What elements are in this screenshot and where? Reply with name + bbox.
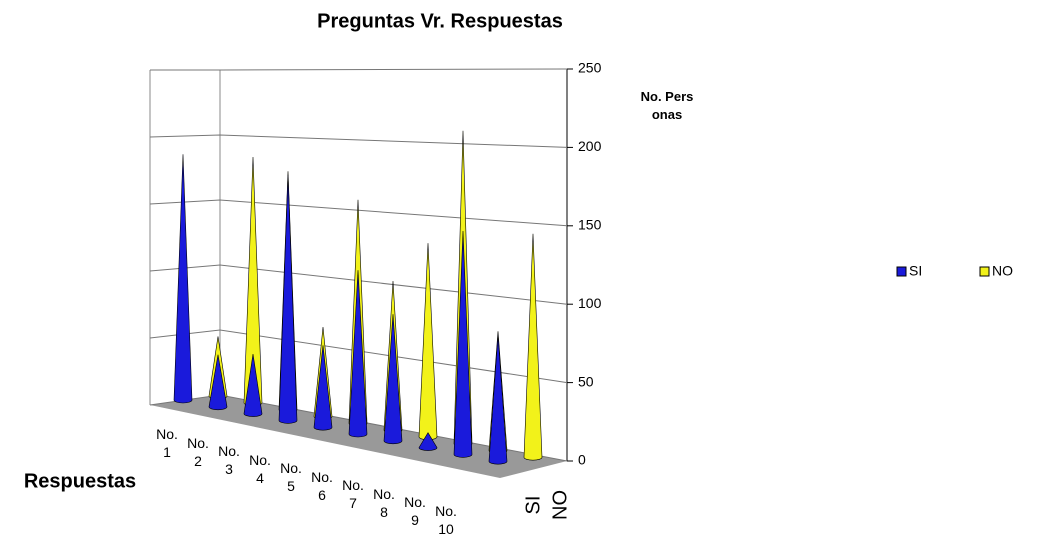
x-tick-label: No. 5 [280,460,302,494]
cone [278,174,298,424]
cone [208,354,228,411]
grid-line [150,68,568,71]
x-tick-label: No. 7 [342,477,364,511]
grid-line [149,199,568,227]
y-tick-label: 100 [578,295,602,311]
legend-label: NO [992,263,1013,279]
grid-line [149,134,568,148]
cone [523,233,543,461]
cone [383,314,403,445]
y-tick-label: 250 [578,60,602,76]
depth-label: SI [522,496,544,515]
x-axis-title: Respuestas [24,470,136,492]
x-tick-label: No. 6 [311,468,333,503]
cone [418,243,438,441]
x-tick-label: No. 2 [187,434,209,469]
cone [173,154,193,404]
y-tick-label: 50 [578,373,594,389]
x-tick-label: No. 3 [218,443,240,477]
x-tick-label: No. 4 [249,451,271,486]
x-tick-label: No. 1 [156,426,178,460]
legend-swatch [896,266,907,277]
y-tick-label: 150 [578,217,602,233]
cone [453,230,473,458]
x-tick-label: No. 8 [373,485,395,520]
y-tick-label: 200 [578,138,602,154]
chart-title: Preguntas Vr. Respuestas [317,10,563,32]
cone [418,432,438,451]
y-axis-title: No. Personas [640,89,694,122]
legend-label: SI [909,263,922,279]
x-tick-label: No. 10 [435,502,457,535]
grid-line [149,264,568,305]
cone [488,334,508,465]
depth-label: NO [549,490,571,520]
cone [313,345,333,431]
grid-line [149,329,568,384]
y-tick-label: 0 [578,452,586,468]
cone [348,270,368,438]
cone [243,353,263,417]
legend-swatch [979,266,990,277]
x-tick-label: No. 9 [404,494,426,528]
